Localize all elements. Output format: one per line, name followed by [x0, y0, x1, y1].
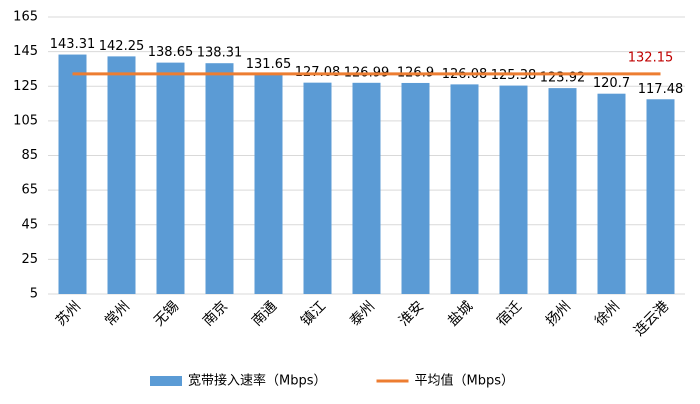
y-tick-label: 165	[13, 10, 38, 25]
bar	[548, 88, 577, 294]
x-tick-label: 南通	[249, 298, 280, 329]
bar	[352, 82, 381, 294]
bar	[646, 99, 675, 294]
x-tick-label: 镇江	[298, 298, 329, 329]
y-tick-label: 125	[13, 79, 38, 94]
data-label: 143.31	[50, 37, 96, 52]
bar	[597, 93, 626, 295]
y-tick-label: 145	[13, 44, 38, 59]
y-tick-label: 105	[13, 113, 38, 128]
data-label: 138.65	[148, 45, 194, 60]
x-tick-label: 徐州	[592, 298, 623, 329]
y-tick-label: 65	[21, 183, 38, 198]
y-tick-label: 5	[30, 287, 38, 302]
x-tick-label: 宿迁	[493, 298, 525, 330]
x-tick-label: 苏州	[53, 298, 84, 329]
data-label: 117.48	[638, 82, 684, 97]
bar	[205, 63, 234, 294]
x-tick-label: 泰州	[347, 298, 378, 329]
x-tick-label: 扬州	[543, 298, 574, 329]
legend-label: 平均值（Mbps）	[415, 373, 515, 389]
y-tick-label: 45	[21, 217, 38, 232]
x-tick-label: 无锡	[151, 298, 182, 329]
x-tick-label: 淮安	[396, 298, 427, 329]
data-label: 120.7	[593, 76, 630, 91]
data-label: 125.38	[491, 68, 537, 83]
bar	[303, 82, 332, 294]
bar	[450, 84, 479, 294]
y-tick-label: 25	[21, 252, 38, 267]
bar	[254, 74, 283, 295]
bar	[58, 54, 87, 294]
x-tick-label: 盐城	[445, 298, 476, 329]
bar	[499, 85, 528, 294]
x-tick-label: 常州	[102, 298, 133, 329]
bar	[401, 82, 430, 294]
y-tick-label: 85	[21, 148, 38, 163]
bar	[156, 62, 185, 294]
data-label: 142.25	[99, 39, 145, 54]
legend-swatch	[150, 376, 182, 386]
x-tick-label: 连云港	[631, 298, 672, 339]
data-label: 131.65	[246, 57, 292, 72]
legend-label: 宽带接入速率（Mbps）	[188, 373, 327, 389]
x-tick-label: 南京	[200, 298, 231, 329]
bar	[107, 56, 136, 294]
average-label: 132.15	[628, 50, 674, 65]
data-label: 138.31	[197, 46, 243, 61]
